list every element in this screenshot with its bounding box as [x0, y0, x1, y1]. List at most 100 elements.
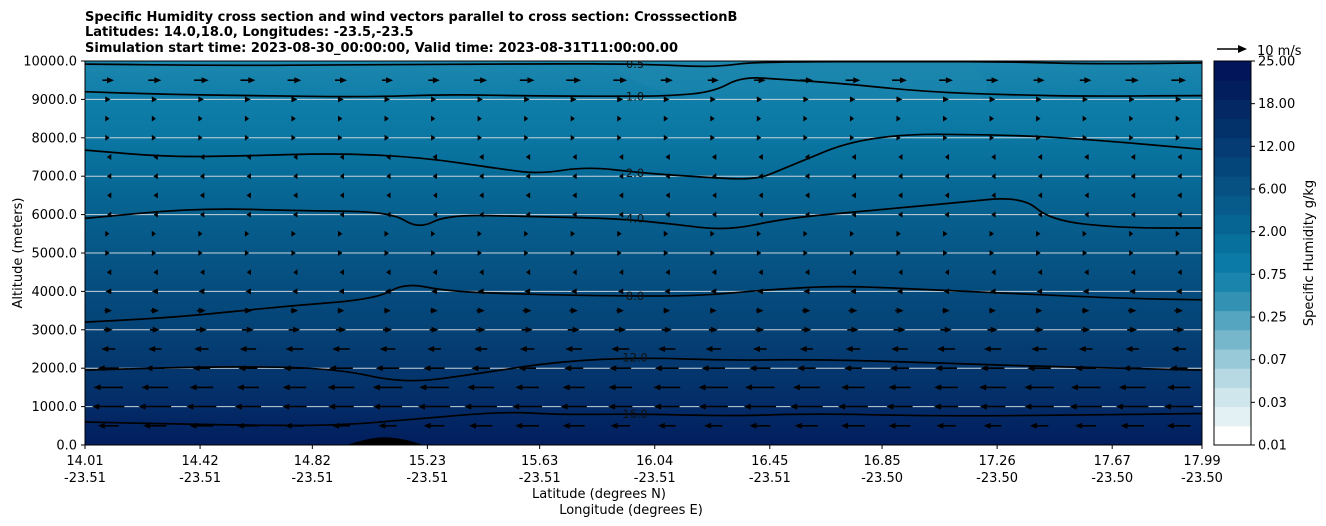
wind-arrow: [427, 346, 441, 352]
contour-line-16.0: [85, 411, 1202, 427]
colorbar-segment: [1214, 61, 1251, 81]
wind-arrow: [618, 192, 624, 199]
wind-arrow: [106, 269, 112, 276]
wind-arrow: [244, 250, 250, 256]
x-tick-longitude: -23.51: [406, 471, 448, 486]
x-tick-latitude: 17.67: [1094, 454, 1131, 469]
wind-arrow: [572, 173, 577, 180]
horizontal-gridlines: [85, 98, 1202, 408]
wind-arrow: [943, 96, 950, 103]
wind-arrow: [384, 307, 391, 314]
wind-arrow: [896, 230, 901, 237]
wind-arrow: [756, 288, 763, 295]
wind-arrow: [1031, 346, 1047, 352]
wind-arrow: [525, 154, 531, 160]
wind-arrow: [194, 346, 209, 352]
wind-arrow: [1169, 365, 1188, 372]
wind-arrow: [1082, 230, 1087, 237]
wind-arrow: [896, 115, 901, 122]
wind-vectors: [92, 77, 1194, 429]
wind-arrow: [619, 173, 624, 180]
wind-arrow: [617, 250, 622, 256]
wind-arrow: [572, 154, 577, 160]
wind-arrow: [1175, 230, 1180, 237]
wind-arrow: [477, 96, 483, 103]
wind-arrow: [524, 250, 529, 256]
wind-arrow: [841, 422, 865, 429]
wind-arrow: [617, 96, 624, 103]
wind-arrow: [991, 192, 996, 199]
wind-arrow: [570, 230, 576, 237]
colorbar-segment: [1214, 349, 1251, 369]
wind-arrow: [293, 192, 298, 199]
wind-arrow: [711, 154, 717, 160]
wind-arrow: [660, 77, 673, 84]
wind-arrow: [567, 326, 580, 333]
wind-arrow: [1115, 403, 1149, 410]
wind-arrow: [1129, 134, 1134, 141]
wind-arrow: [1084, 211, 1089, 218]
contour-line-12.0: [85, 357, 1202, 382]
wind-arrow: [989, 96, 996, 103]
wind-arrow: [522, 307, 532, 314]
wind-arrow: [1084, 173, 1089, 180]
x-tick-latitude: 16.45: [751, 454, 788, 469]
wind-arrow: [710, 230, 715, 237]
wind-arrow: [663, 230, 669, 237]
wind-arrow: [292, 288, 298, 295]
wind-arrow: [851, 192, 856, 199]
wind-arrow: [477, 134, 482, 141]
wind-arrow: [710, 115, 715, 122]
wind-arrow: [566, 77, 582, 84]
wind-arrow: [980, 365, 1005, 372]
wind-arrow: [758, 173, 763, 180]
wind-arrow: [704, 422, 723, 429]
wind-arrow: [1082, 96, 1088, 103]
y-tick-label: 0.0: [56, 439, 77, 454]
wind-arrow: [432, 192, 438, 199]
wind-arrow: [384, 96, 390, 103]
wind-arrow: [337, 307, 345, 314]
wind-arrow: [991, 269, 996, 276]
wind-arrow: [1036, 250, 1041, 256]
wind-arrow: [1129, 250, 1134, 256]
y-tick-label: 2000.0: [32, 362, 78, 377]
contour-line-1.0: [85, 77, 1202, 98]
wind-arrow: [572, 211, 577, 218]
wind-arrow: [1166, 422, 1191, 429]
wind-arrow: [332, 422, 350, 429]
wind-arrow: [944, 154, 950, 160]
wind-arrow: [755, 326, 765, 333]
wind-arrow: [1069, 403, 1102, 410]
wind-arrow: [464, 403, 497, 410]
wind-arrow: [291, 230, 296, 237]
wind-arrow: [327, 384, 355, 391]
x-tick-longitude: -23.50: [976, 471, 1018, 486]
wind-arrow: [1130, 192, 1136, 199]
wind-arrow: [479, 192, 484, 199]
wind-arrow: [617, 288, 624, 295]
wind-arrow: [339, 192, 344, 199]
wind-arrow: [1171, 77, 1187, 84]
x-tick-latitude: 14.82: [294, 454, 331, 469]
wind-arrow: [892, 77, 907, 84]
wind-arrow: [749, 422, 771, 429]
x-tick-longitude: -23.51: [179, 471, 221, 486]
wind-arrow: [101, 346, 116, 352]
colorbar-segment: [1214, 176, 1251, 196]
wind-arrow: [989, 250, 995, 256]
wind-arrow: [431, 96, 437, 103]
wind-arrow: [991, 211, 996, 218]
wind-arrow: [801, 326, 812, 333]
wind-arrow: [284, 422, 305, 429]
wind-arrow: [1177, 173, 1182, 180]
wind-arrow: [1122, 365, 1142, 372]
y-axis-ticks: 0.0 1000.0 2000.0 3000.0 4000.0 5000.0 6000.0 7…: [23, 55, 85, 454]
wind-arrow: [1027, 365, 1051, 372]
colorbar-segment: [1214, 214, 1251, 235]
wind-arrow: [471, 365, 490, 372]
x-tick-longitude: -23.51: [634, 471, 676, 486]
wind-arrow: [1037, 173, 1043, 180]
contour-label: 1.0: [626, 89, 644, 103]
wind-arrow: [564, 365, 584, 372]
